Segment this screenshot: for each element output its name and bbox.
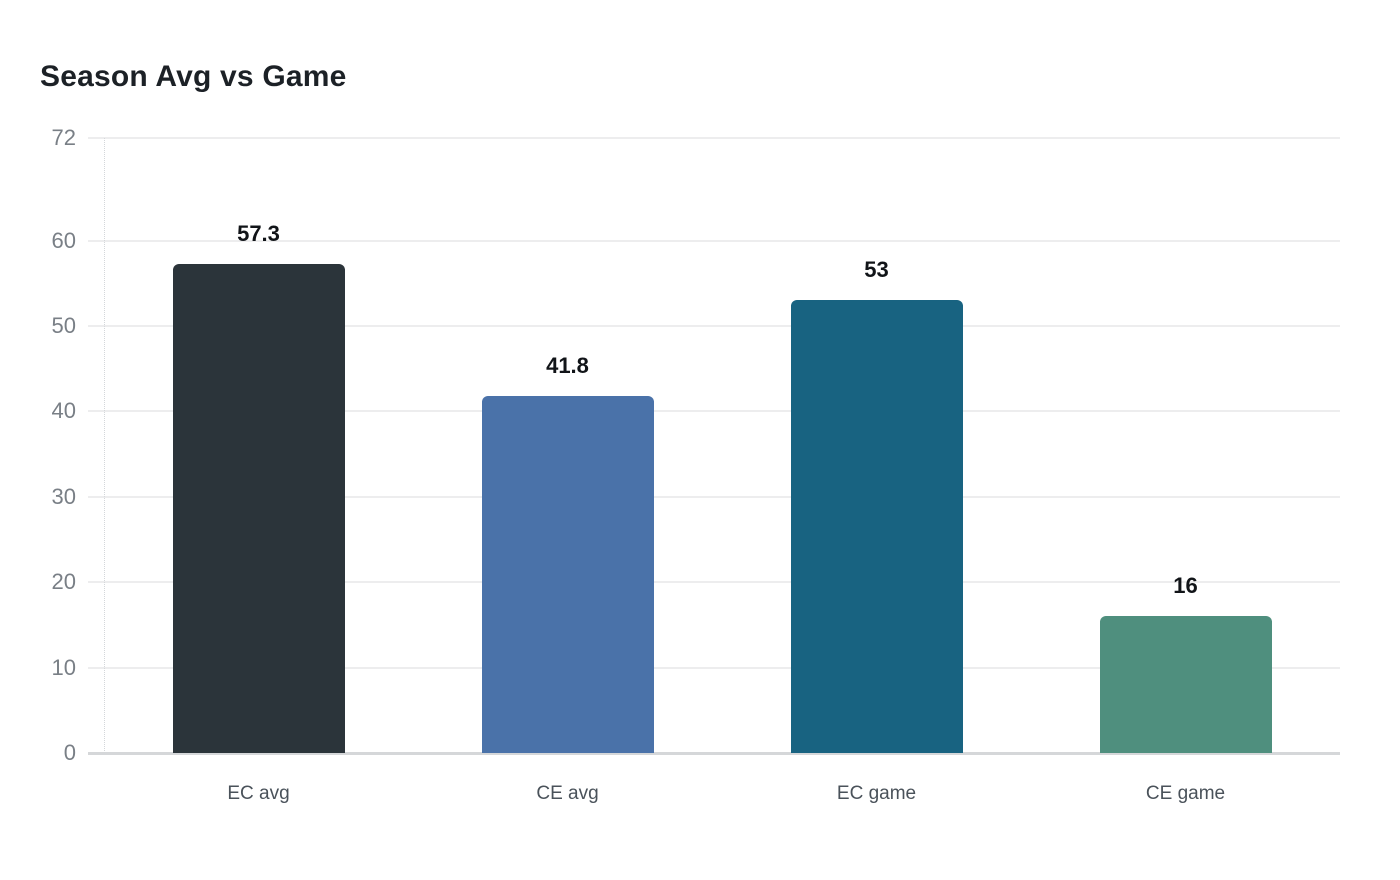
value-label-ce-game: 16 <box>1173 573 1198 599</box>
gridline-y-40 <box>88 410 1340 413</box>
gridline-y-72 <box>88 137 1340 139</box>
x-axis-label-ec-avg: EC avg <box>227 783 290 804</box>
y-tick-label-72: 72 <box>51 125 76 150</box>
gridline-y-30 <box>88 495 1340 498</box>
chart-title: Season Avg vs Game <box>40 60 347 93</box>
bar-ce-avg <box>481 395 654 753</box>
bar-ec-avg <box>172 263 345 753</box>
y-axis-line <box>104 138 105 753</box>
y-tick-label-0: 0 <box>63 740 76 765</box>
y-tick-label-60: 60 <box>51 227 76 253</box>
gridline-y-60 <box>88 239 1340 242</box>
plot-area <box>88 137 1340 755</box>
x-axis-label-ec-game: EC game <box>836 783 917 804</box>
bar-ce-game <box>1099 616 1272 753</box>
gridline-y-20 <box>88 581 1340 584</box>
y-tick-label-50: 50 <box>51 312 76 338</box>
gridline-y-10 <box>88 666 1340 669</box>
gridline-y-50 <box>88 324 1340 327</box>
y-tick-label-20: 20 <box>51 569 76 595</box>
y-tick-label-10: 10 <box>51 654 76 680</box>
value-label-ec-game: 53 <box>864 257 889 283</box>
value-label-ce-avg: 41.8 <box>546 352 589 378</box>
value-label-ec-avg: 57.3 <box>237 220 280 246</box>
y-tick-label-40: 40 <box>51 398 76 424</box>
x-axis-label-ce-avg: CE avg <box>536 783 599 804</box>
y-tick-label-30: 30 <box>51 483 76 509</box>
bar-ec-game <box>790 300 963 753</box>
gridline-y-0 <box>88 751 1340 755</box>
x-axis-label-ce-game: CE game <box>1145 783 1226 804</box>
